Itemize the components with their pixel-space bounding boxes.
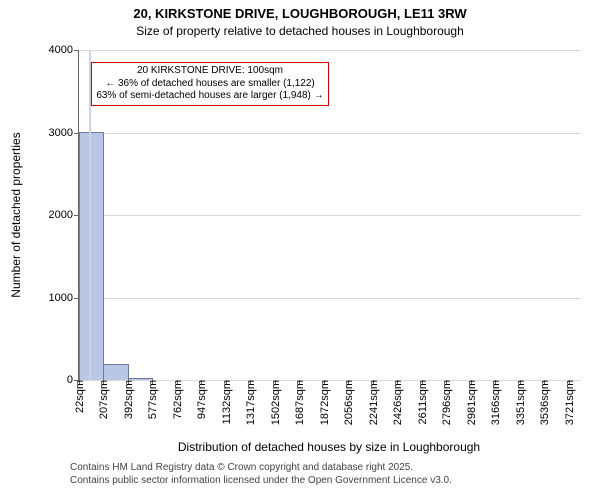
y-axis-label: Number of detached properties: [9, 132, 23, 297]
grid-line: [79, 50, 581, 51]
x-tick-label: 22sqm: [72, 380, 86, 413]
y-tick-label: 1000: [49, 292, 79, 304]
x-tick-label: 1502sqm: [268, 380, 282, 425]
plot-area: 0100020003000400022sqm207sqm392sqm577sqm…: [78, 50, 581, 381]
x-tick-label: 762sqm: [170, 380, 184, 419]
histogram-bar: [128, 378, 153, 380]
annotation-line: ← 36% of detached houses are smaller (1,…: [96, 78, 323, 91]
annotation-line: 20 KIRKSTONE DRIVE: 100sqm: [96, 65, 323, 78]
histogram-bar: [103, 364, 128, 380]
x-tick-label: 3351sqm: [513, 380, 527, 425]
page-title: 20, KIRKSTONE DRIVE, LOUGHBOROUGH, LE11 …: [0, 6, 600, 22]
annotation-line: 63% of semi-detached houses are larger (…: [96, 90, 323, 103]
x-tick-label: 947sqm: [194, 380, 208, 419]
annotation-box: 20 KIRKSTONE DRIVE: 100sqm← 36% of detac…: [91, 62, 328, 106]
x-tick-label: 2796sqm: [439, 380, 453, 425]
grid-line: [79, 133, 581, 134]
x-tick-label: 392sqm: [121, 380, 135, 419]
x-tick-label: 207sqm: [96, 380, 110, 419]
x-tick-label: 3166sqm: [488, 380, 502, 425]
y-tick-label: 2000: [49, 209, 79, 221]
histogram-bar: [79, 132, 104, 381]
x-tick-label: 2241sqm: [366, 380, 380, 425]
x-tick-label: 1132sqm: [219, 380, 233, 424]
x-tick-label: 3536sqm: [537, 380, 551, 425]
footer-text: Contains HM Land Registry data © Crown c…: [70, 462, 452, 487]
x-tick-label: 577sqm: [145, 380, 159, 419]
footer-line-2: Contains public sector information licen…: [70, 475, 452, 488]
x-tick-label: 1317sqm: [243, 380, 257, 425]
x-tick-label: 2981sqm: [464, 380, 478, 425]
grid-line: [79, 298, 581, 299]
y-tick-label: 3000: [49, 127, 79, 139]
footer-line-1: Contains HM Land Registry data © Crown c…: [70, 462, 452, 475]
page-subtitle: Size of property relative to detached ho…: [0, 24, 600, 38]
x-tick-label: 1872sqm: [317, 380, 331, 425]
chart-container: { "layout": { "width": 600, "height": 50…: [0, 0, 600, 500]
x-axis-label: Distribution of detached houses by size …: [78, 440, 580, 454]
grid-line: [79, 215, 581, 216]
x-tick-label: 3721sqm: [562, 380, 576, 425]
x-tick-label: 2426sqm: [390, 380, 404, 425]
y-tick-label: 4000: [49, 44, 79, 56]
x-tick-label: 1687sqm: [292, 380, 306, 425]
x-tick-label: 2611sqm: [415, 380, 429, 424]
x-tick-label: 2056sqm: [341, 380, 355, 425]
